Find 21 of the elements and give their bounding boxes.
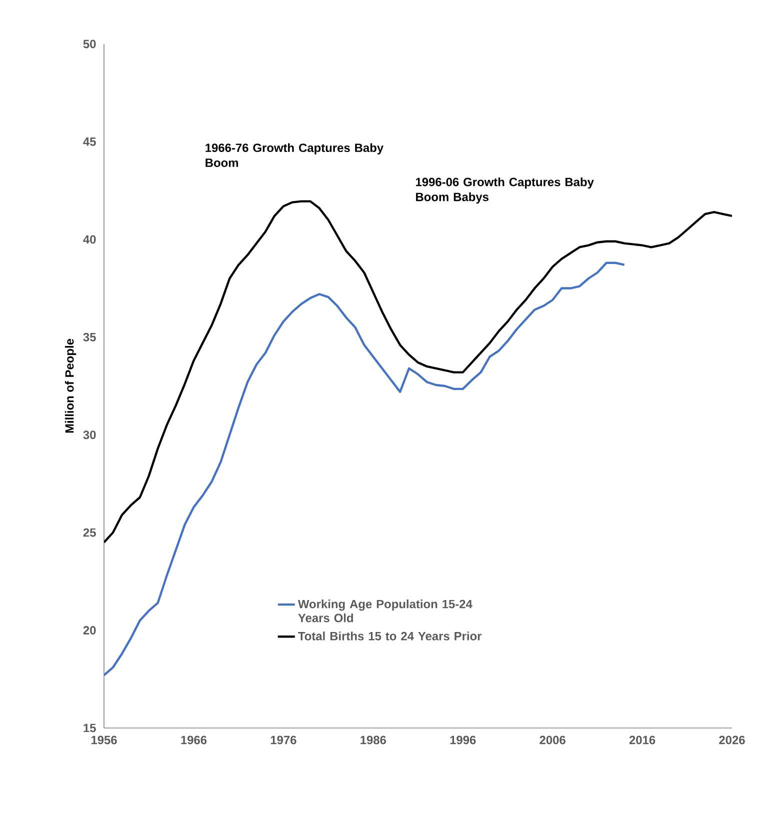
x-tick-label: 1996 [450,736,476,744]
annotation: 1996-06 Growth Captures Baby Boom Babys [416,177,594,204]
y-tick-label: 45 [83,138,96,146]
x-tick-label: 1956 [91,736,117,744]
y-tick-label: 50 [83,40,96,48]
x-tick-label: 2016 [629,736,656,744]
x-tick-label: 1976 [270,736,296,744]
y-axis-title: Million of People [64,338,76,433]
y-tick-label: 35 [83,332,96,342]
annotation: 1966-76 Growth Captures Baby Boom [206,143,384,167]
y-tick-label: 40 [83,235,96,244]
y-tick-label: 20 [83,626,96,635]
y-tick-label: 25 [83,528,96,537]
x-tick-label: 1966 [181,736,207,744]
legend-label: Working Age Population 15-24 Years Old [298,600,472,622]
y-tick-label: 30 [83,430,96,440]
x-tick-label: 2006 [540,736,566,744]
legend-label: Total Births 15 to 24 Years Prior [298,632,482,640]
x-tick-label: 2026 [719,736,745,744]
y-tick-label: 15 [84,724,96,732]
x-tick-label: 1986 [360,736,386,744]
